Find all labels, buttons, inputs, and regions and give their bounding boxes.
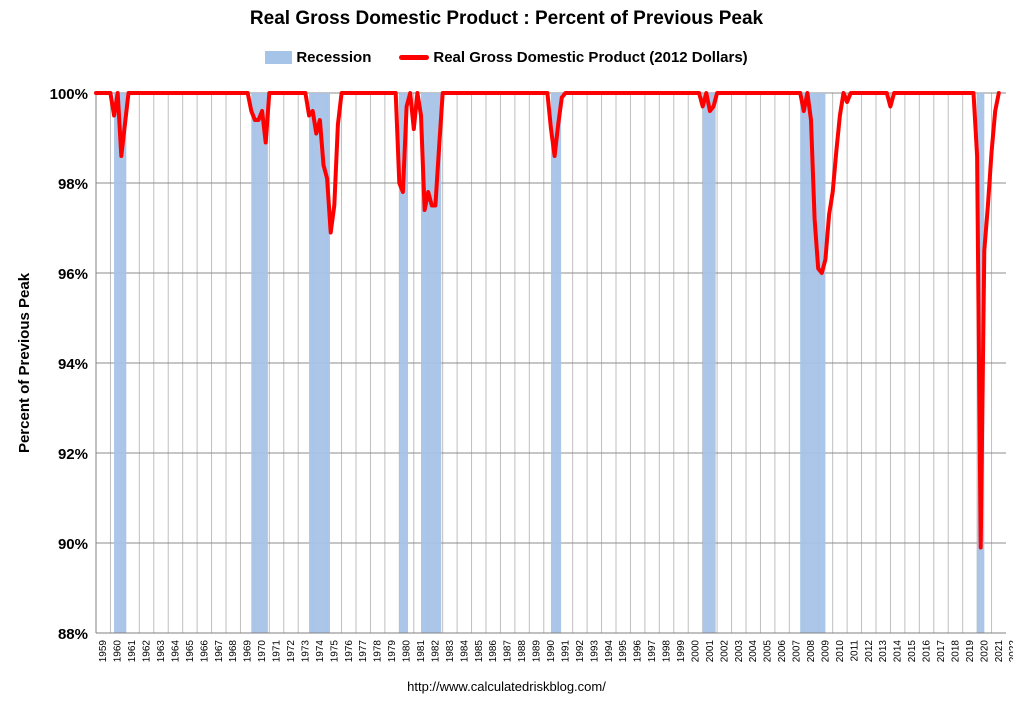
- x-tick-label: 1988: [517, 640, 528, 663]
- x-tick-label: 1985: [474, 640, 485, 663]
- x-tick-label: 1978: [373, 640, 384, 663]
- y-tick-label: 92%: [58, 446, 88, 463]
- x-tick-label: 1971: [272, 640, 283, 663]
- legend-swatch-gdp: [399, 55, 430, 60]
- recession-bar: [251, 93, 268, 633]
- x-tick-label: 1982: [430, 640, 441, 663]
- legend-label-recession: Recession: [296, 49, 372, 66]
- x-tick-label: 1960: [113, 640, 124, 663]
- x-tick-label: 2001: [705, 640, 716, 663]
- x-tick-label: 1990: [546, 640, 557, 663]
- x-tick-label: 1963: [156, 640, 167, 663]
- x-tick-label: 2019: [965, 640, 976, 663]
- gdp-line: [94, 91, 1001, 550]
- x-tick-label: 2014: [893, 640, 904, 663]
- x-tick-label: 1998: [662, 640, 673, 663]
- x-tick-label: 1961: [127, 640, 138, 663]
- x-tick-label: 1966: [199, 640, 210, 663]
- y-tick-label: 96%: [58, 266, 88, 283]
- x-tick-label: 1974: [315, 640, 326, 663]
- x-tick-label: 1989: [532, 640, 543, 663]
- legend-swatch-recession: [265, 51, 293, 64]
- x-tick-label: 1969: [243, 640, 254, 663]
- x-tick-label: 2010: [835, 640, 846, 663]
- x-tick-label: 1973: [300, 640, 311, 663]
- y-tick-label: 100%: [50, 86, 88, 103]
- x-tick-label: 1983: [445, 640, 456, 663]
- x-tick-label: 1977: [358, 640, 369, 663]
- x-tick-label: 2021: [994, 640, 1005, 663]
- x-tick-label: 2007: [792, 640, 803, 663]
- x-tick-label: 1962: [142, 640, 153, 663]
- x-tick-label: 1999: [676, 640, 687, 663]
- y-axis-title: Percent of Previous Peak: [16, 272, 33, 453]
- x-tick-label: 2013: [878, 640, 889, 663]
- x-tick-label: 2008: [806, 640, 817, 663]
- x-tick-label: 2022: [1008, 640, 1013, 663]
- x-tick-label: 1964: [170, 640, 181, 663]
- x-tick-label: 1994: [604, 640, 615, 663]
- recession-bar: [551, 93, 562, 633]
- x-tick-label: 1996: [633, 640, 644, 663]
- recession-bar: [114, 93, 127, 633]
- x-tick-label: 1981: [416, 640, 427, 663]
- x-tick-label: 2018: [950, 640, 961, 663]
- legend-label-gdp: Real Gross Domestic Product (2012 Dollar…: [433, 49, 748, 66]
- x-tick-label: 2016: [922, 640, 933, 663]
- x-tick-label: 1979: [387, 640, 398, 663]
- x-tick-label: 2000: [690, 640, 701, 663]
- legend-item-gdp: Real Gross Domestic Product (2012 Dollar…: [399, 49, 748, 66]
- x-tick-label: 2011: [849, 640, 860, 662]
- chart-title: Real Gross Domestic Product : Percent of…: [249, 8, 764, 29]
- x-tick-label: 1976: [344, 640, 355, 663]
- x-tick-label: 2020: [979, 640, 990, 663]
- x-tick-label: 1967: [214, 640, 225, 663]
- x-tick-label: 2006: [777, 640, 788, 663]
- x-tick-label: 2003: [734, 640, 745, 663]
- x-tick-label: 1972: [286, 640, 297, 663]
- legend: Recession Real Gross Domestic Product (2…: [0, 49, 1013, 66]
- x-tick-label: 1970: [257, 640, 268, 663]
- x-tick-label: 2005: [763, 640, 774, 663]
- x-tick-label: 2004: [748, 640, 759, 663]
- x-tick-label: 1984: [459, 640, 470, 663]
- source-url: http://www.calculatedriskblog.com/: [407, 679, 606, 694]
- x-tick-label: 1997: [647, 640, 658, 663]
- x-tick-label: 2015: [907, 640, 918, 663]
- x-tick-label: 1959: [98, 640, 109, 663]
- x-tick-label: 1992: [575, 640, 586, 663]
- recession-bar: [399, 93, 408, 633]
- x-tick-label: 2017: [936, 640, 947, 663]
- y-tick-label: 98%: [58, 176, 88, 193]
- x-tick-label: 2012: [864, 640, 875, 663]
- x-tick-label: 1965: [185, 640, 196, 663]
- x-tick-label: 2009: [820, 640, 831, 663]
- x-tick-label: 1987: [503, 640, 514, 663]
- x-tick-label: 1995: [618, 640, 629, 663]
- x-tick-label: 2002: [719, 640, 730, 663]
- x-tick-label: 1975: [329, 640, 340, 663]
- y-tick-label: 88%: [58, 626, 88, 643]
- recession-bar: [421, 93, 442, 633]
- legend-item-recession: Recession: [265, 49, 371, 66]
- y-tick-label: 90%: [58, 536, 88, 553]
- x-tick-label: 1993: [589, 640, 600, 663]
- x-tick-label: 1968: [228, 640, 239, 663]
- recession-bar: [702, 93, 716, 633]
- x-tick-label: 1991: [560, 640, 571, 663]
- x-tick-label: 1986: [488, 640, 499, 663]
- x-tick-label: 1980: [402, 640, 413, 663]
- recession-bar: [309, 93, 330, 633]
- y-tick-label: 94%: [58, 356, 88, 373]
